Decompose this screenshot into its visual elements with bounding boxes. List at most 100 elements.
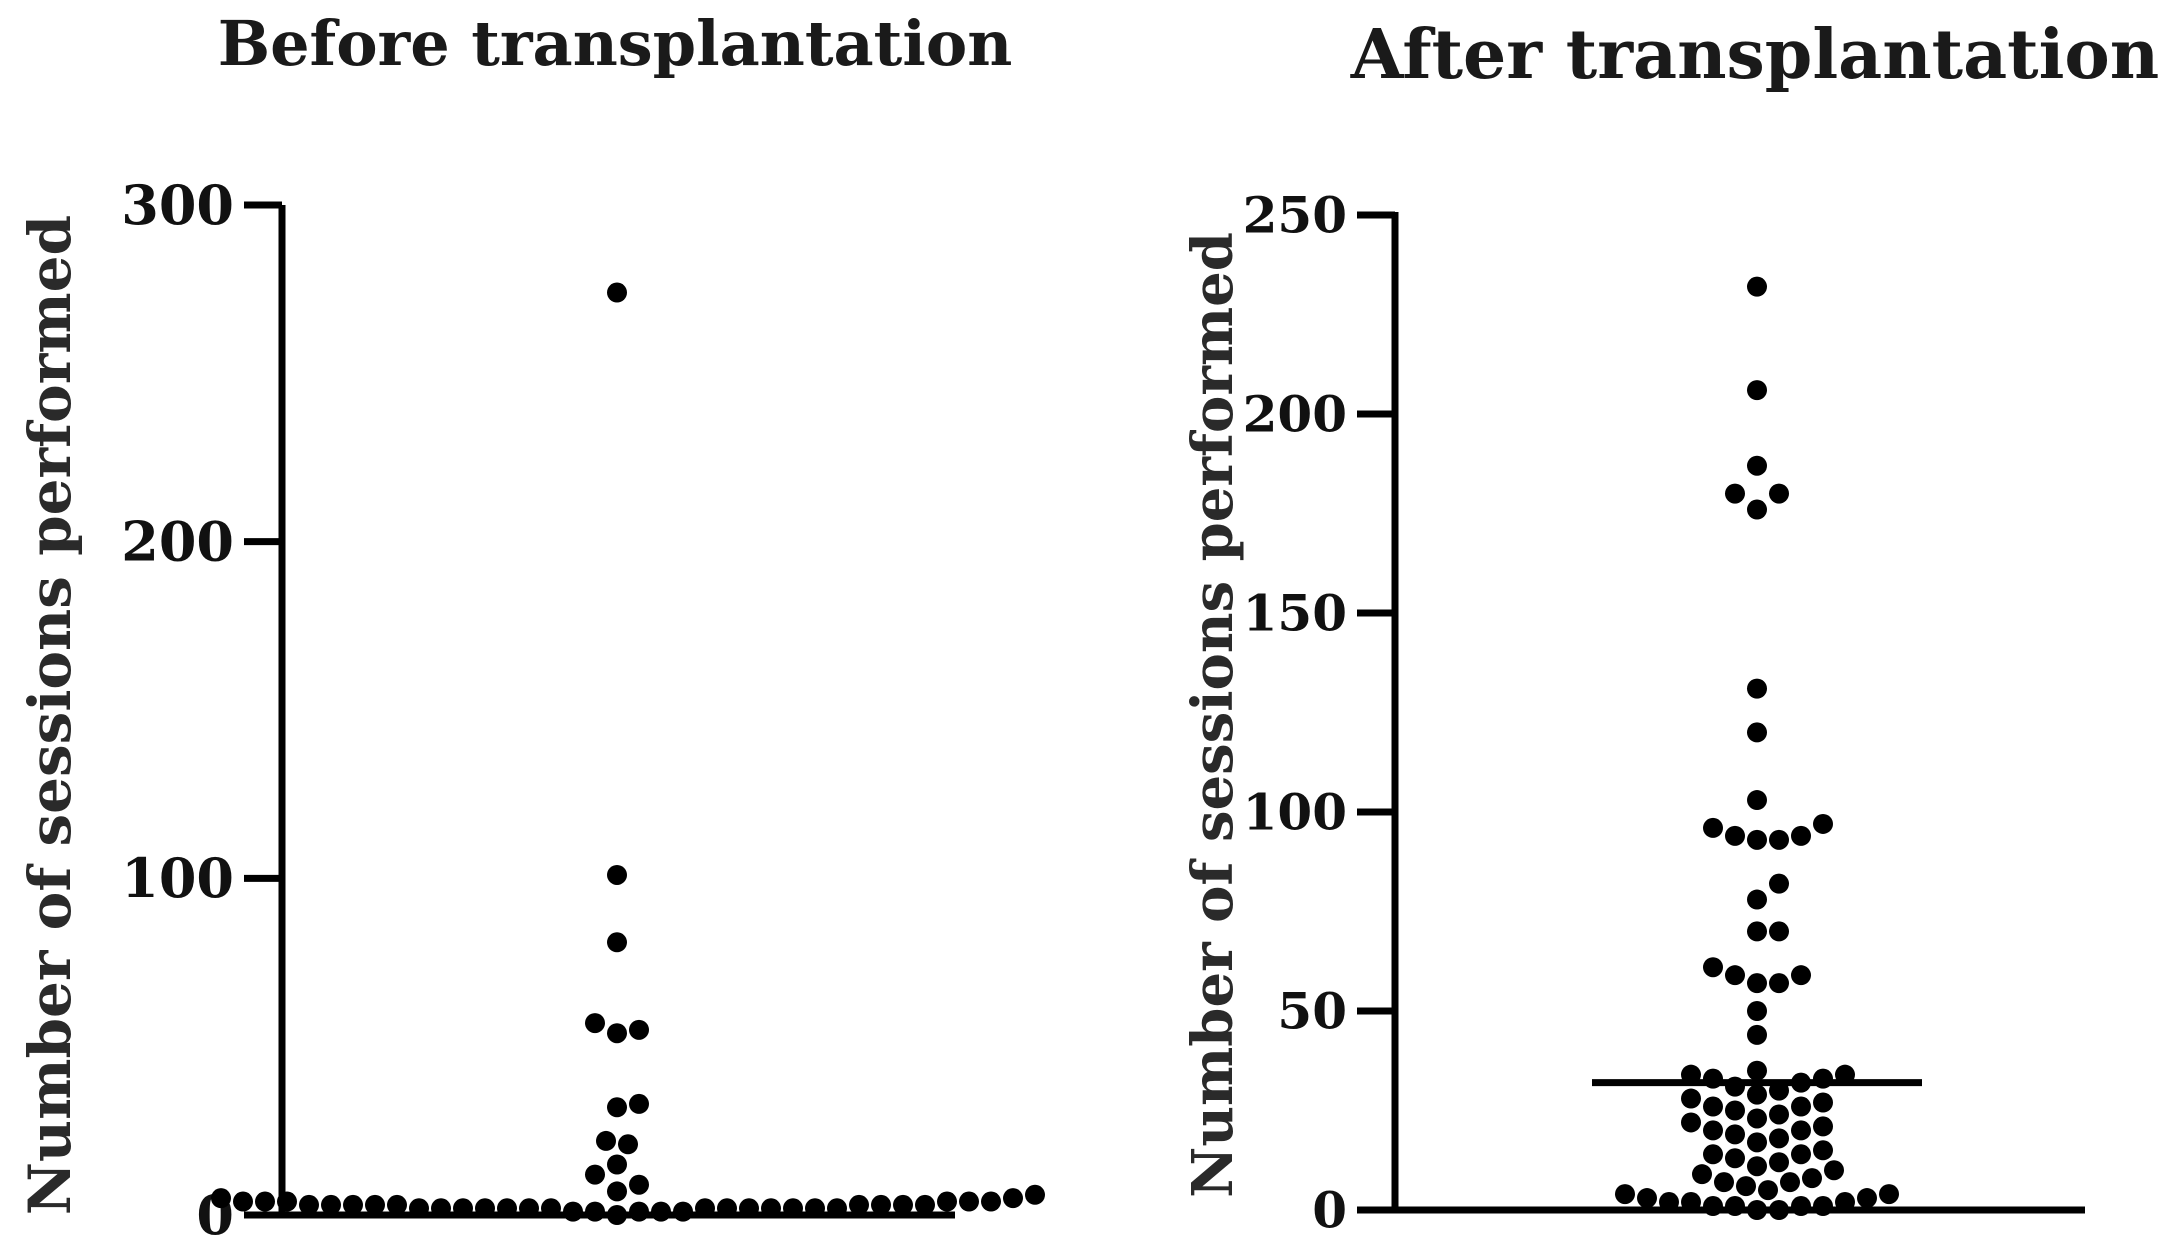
- data-point: [1681, 1192, 1701, 1213]
- data-point: [1769, 1104, 1789, 1125]
- data-point: [761, 1198, 781, 1219]
- y-axis-label-before: Number of sessions performed: [16, 215, 84, 1215]
- data-point: [959, 1191, 979, 1212]
- data-point: [1791, 1096, 1811, 1117]
- data-point: [1813, 1196, 1833, 1217]
- data-point: [1747, 973, 1767, 994]
- data-point: [607, 864, 627, 885]
- data-point: [475, 1198, 495, 1219]
- data-point: [981, 1191, 1001, 1212]
- data-point: [1769, 873, 1789, 894]
- chart-before: Before transplantation Number of session…: [16, 7, 1045, 1247]
- data-point: [1681, 1112, 1701, 1133]
- data-point: [387, 1194, 407, 1215]
- y-tick-label: 200: [121, 510, 234, 574]
- data-point: [1747, 276, 1767, 297]
- data-point: [1747, 1001, 1767, 1021]
- data-point: [497, 1198, 517, 1219]
- chart-title-before: Before transplantation: [218, 7, 1013, 80]
- data-point: [1813, 1140, 1833, 1161]
- data-point: [1791, 1144, 1811, 1165]
- data-point: [1747, 1156, 1767, 1177]
- data-point: [1813, 813, 1833, 834]
- data-point: [1857, 1188, 1877, 1209]
- data-point: [827, 1198, 847, 1219]
- data-point: [607, 1181, 627, 1202]
- data-point: [1725, 1100, 1745, 1121]
- data-point: [1637, 1188, 1657, 1209]
- data-point: [1747, 678, 1767, 699]
- y-tick-label: 100: [121, 846, 234, 910]
- data-point: [607, 1205, 627, 1225]
- data-point: [211, 1188, 231, 1209]
- data-point: [1747, 1132, 1767, 1153]
- data-point: [299, 1194, 319, 1215]
- data-point: [1813, 1116, 1833, 1137]
- y-axis-label-after: Number of sessions performed: [1180, 232, 1246, 1198]
- data-point: [1769, 1200, 1789, 1220]
- data-point: [233, 1191, 253, 1212]
- data-point: [629, 1174, 649, 1195]
- data-point: [1725, 1148, 1745, 1169]
- data-point: [519, 1198, 539, 1219]
- data-point: [1703, 1144, 1723, 1165]
- data-point: [1824, 1160, 1844, 1181]
- y-tick-label: 0: [1312, 1181, 1347, 1240]
- data-point: [1791, 1120, 1811, 1141]
- data-point: [1747, 455, 1767, 476]
- data-point: [695, 1198, 715, 1219]
- chart-after: After transplantation Number of sessions…: [1180, 15, 2159, 1240]
- data-point: [1758, 1180, 1778, 1201]
- data-point: [1703, 1096, 1723, 1117]
- data-point: [1835, 1192, 1855, 1213]
- data-point: [1769, 1152, 1789, 1173]
- data-point: [607, 932, 627, 953]
- data-point: [1791, 965, 1811, 986]
- data-point: [1703, 1196, 1723, 1217]
- data-point: [1747, 499, 1767, 520]
- data-point: [1703, 1120, 1723, 1141]
- data-point: [1747, 1060, 1767, 1081]
- y-tick-label: 200: [1243, 385, 1347, 444]
- data-point: [1703, 957, 1723, 978]
- data-point: [321, 1194, 341, 1215]
- data-point: [1681, 1088, 1701, 1109]
- y-tick-label: 250: [1243, 186, 1347, 245]
- data-point: [629, 1201, 649, 1222]
- data-point: [893, 1194, 913, 1215]
- data-point: [1747, 921, 1767, 942]
- data-point: [871, 1194, 891, 1215]
- data-point: [607, 1097, 627, 1118]
- data-point: [618, 1134, 638, 1155]
- y-tick-label: 50: [1277, 982, 1347, 1041]
- data-point: [1747, 722, 1767, 743]
- data-point: [1725, 1196, 1745, 1217]
- data-point: [1769, 921, 1789, 942]
- data-point: [1747, 1108, 1767, 1129]
- data-point: [1747, 829, 1767, 850]
- data-point: [1736, 1176, 1756, 1197]
- data-point: [1025, 1184, 1045, 1205]
- data-point: [277, 1191, 297, 1212]
- data-point: [673, 1201, 693, 1222]
- data-point: [805, 1198, 825, 1219]
- data-point: [453, 1198, 473, 1219]
- data-point: [607, 1023, 627, 1044]
- data-point: [563, 1201, 583, 1222]
- data-point: [1714, 1172, 1734, 1193]
- data-point: [607, 1154, 627, 1175]
- data-point: [1791, 1196, 1811, 1217]
- data-point: [1802, 1168, 1822, 1189]
- data-point: [937, 1191, 957, 1212]
- data-point: [1725, 1124, 1745, 1145]
- data-point: [585, 1164, 605, 1185]
- data-point: [1791, 825, 1811, 846]
- data-point: [651, 1201, 671, 1222]
- data-point: [1769, 973, 1789, 994]
- data-point: [541, 1198, 561, 1219]
- data-point: [409, 1198, 429, 1219]
- data-point: [1747, 889, 1767, 910]
- data-point: [629, 1093, 649, 1114]
- y-tick-label: 300: [121, 173, 234, 237]
